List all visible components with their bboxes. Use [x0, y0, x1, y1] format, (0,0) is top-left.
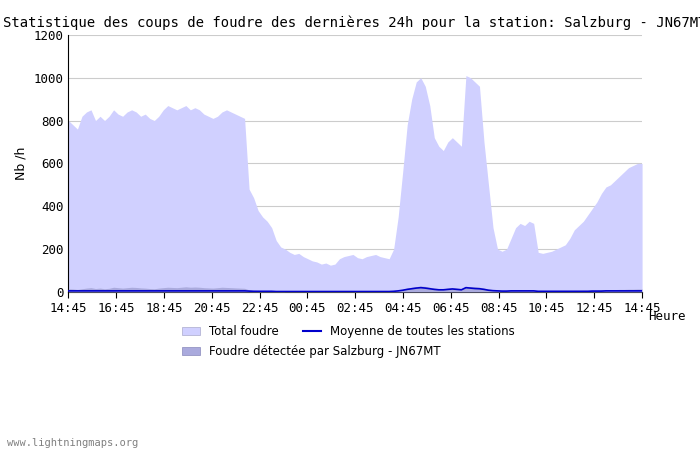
Legend: Foudre détectée par Salzburg - JN67MT: Foudre détectée par Salzburg - JN67MT: [178, 341, 446, 363]
Text: www.lightningmaps.org: www.lightningmaps.org: [7, 438, 139, 448]
Text: Heure: Heure: [648, 310, 685, 323]
Title: Statistique des coups de foudre des dernières 24h pour la station: Salzburg - JN: Statistique des coups de foudre des dern…: [4, 15, 700, 30]
Y-axis label: Nb /h: Nb /h: [15, 147, 28, 180]
